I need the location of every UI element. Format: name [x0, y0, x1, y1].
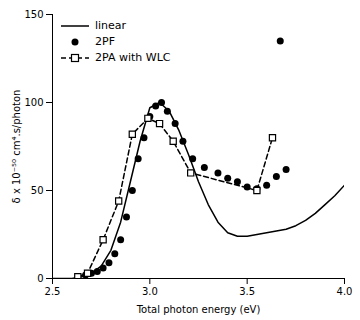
html-text:2PA with WLC: 2PA with WLC — [95, 51, 171, 64]
svg-text:0: 0 — [37, 273, 43, 284]
svg-text:Total photon energy (eV): Total photon energy (eV) — [136, 304, 261, 315]
svg-text:δ x 10⁻⁵⁰ cm⁴.s/photon: δ x 10⁻⁵⁰ cm⁴.s/photon — [11, 90, 22, 204]
svg-text:2.5: 2.5 — [45, 286, 61, 297]
svg-text:50: 50 — [31, 185, 44, 196]
svg-text:100: 100 — [24, 97, 43, 108]
svg-text:4.0: 4.0 — [337, 286, 353, 297]
svg-text:150: 150 — [24, 9, 43, 20]
svg-text:3.0: 3.0 — [142, 286, 158, 297]
svg-text:3.5: 3.5 — [239, 286, 255, 297]
html-text:2PF: 2PF — [95, 35, 115, 48]
html-text:linear: linear — [95, 19, 127, 32]
